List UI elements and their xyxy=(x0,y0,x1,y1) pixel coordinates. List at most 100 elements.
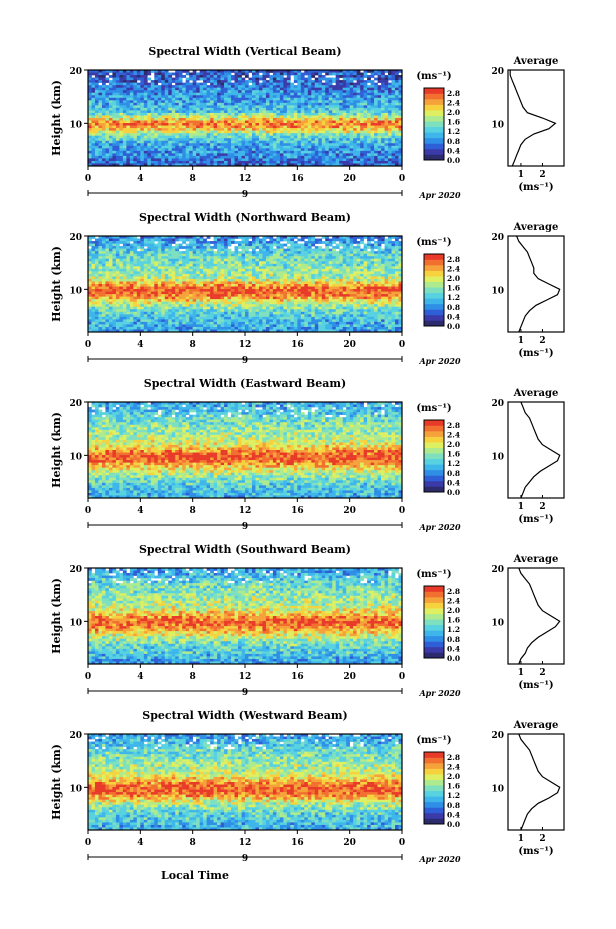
heatmap-cell xyxy=(231,100,235,104)
heatmap-cell xyxy=(108,158,113,162)
heatmap-cell xyxy=(122,148,127,152)
heatmap-cell xyxy=(325,77,330,81)
heatmap-cell xyxy=(224,236,228,239)
heatmap-cell xyxy=(245,158,249,162)
heatmap-cell xyxy=(227,143,232,147)
heatmap-cell xyxy=(101,160,106,164)
heatmap-cell xyxy=(335,112,340,116)
heatmap-cell xyxy=(384,251,389,254)
heatmap-cell xyxy=(224,241,228,244)
heatmap-cell xyxy=(203,281,207,285)
heatmap-cell xyxy=(286,155,291,159)
heatmap-cell xyxy=(353,87,357,91)
heatmap-cell xyxy=(88,133,92,136)
heatmap-cell xyxy=(286,133,291,136)
heatmap-cell xyxy=(217,145,221,149)
heatmap-cell xyxy=(251,243,256,247)
heatmap-cell xyxy=(91,243,96,247)
heatmap-cell xyxy=(199,120,204,124)
heatmap-cell xyxy=(105,102,110,106)
heatmap-cell xyxy=(105,271,110,275)
heatmap-cell xyxy=(395,77,399,81)
heatmap-cell xyxy=(91,110,96,114)
heatmap-cell xyxy=(101,153,106,157)
heatmap-cell xyxy=(377,138,382,142)
heatmap-cell xyxy=(384,273,389,277)
heatmap-cell xyxy=(98,100,103,104)
heatmap-cell xyxy=(178,148,183,152)
heatmap-cell xyxy=(182,115,186,119)
heatmap-cell xyxy=(119,92,124,96)
heatmap-cell xyxy=(238,140,242,144)
heatmap-cell xyxy=(203,95,207,99)
heatmap-cell xyxy=(245,75,249,78)
heatmap-cell xyxy=(189,266,193,270)
heatmap-cell xyxy=(175,273,180,277)
heatmap-cell xyxy=(300,236,305,239)
heatmap-cell xyxy=(154,148,159,152)
heatmap-cell xyxy=(391,123,396,126)
heatmap-cell xyxy=(321,261,326,265)
heatmap-cell xyxy=(185,102,190,106)
heatmap-cell xyxy=(161,125,166,129)
heatmap-cell xyxy=(314,241,319,244)
heatmap-cell xyxy=(241,90,246,94)
heatmap-cell xyxy=(150,261,155,265)
heatmap-cell xyxy=(227,258,232,262)
heatmap-cell xyxy=(133,273,138,277)
heatmap-cell xyxy=(115,70,120,73)
heatmap-cell xyxy=(293,278,298,282)
heatmap-cell xyxy=(391,80,396,83)
heatmap-cell xyxy=(227,85,232,88)
heatmap-cell xyxy=(328,110,333,114)
heatmap-cell xyxy=(140,268,145,272)
heatmap-cell xyxy=(157,128,162,131)
heatmap-cell xyxy=(384,163,389,167)
heatmap-cell xyxy=(220,258,225,262)
heatmap-cell xyxy=(217,158,221,162)
heatmap-cell xyxy=(119,87,124,91)
heatmap-cell xyxy=(360,97,364,101)
heatmap-cell xyxy=(245,100,249,104)
heatmap-cell xyxy=(217,130,221,134)
heatmap-cell xyxy=(349,128,354,131)
heatmap-cell xyxy=(192,263,197,267)
heatmap-cell xyxy=(189,133,193,136)
heatmap-cell xyxy=(175,150,180,154)
heatmap-cell xyxy=(335,80,340,83)
heatmap-cell xyxy=(335,125,340,129)
x-tick-label: 0 xyxy=(85,174,91,184)
heatmap-cell xyxy=(94,82,99,86)
heatmap-cell xyxy=(129,120,134,124)
heatmap-cell xyxy=(307,112,312,116)
heatmap-cell xyxy=(178,273,183,277)
heatmap-cell xyxy=(346,82,350,86)
heatmap-cell xyxy=(311,115,316,119)
heatmap-cell xyxy=(241,85,246,88)
heatmap-cell xyxy=(370,135,375,139)
heatmap-cell xyxy=(377,163,382,167)
heatmap-cell xyxy=(325,92,330,96)
heatmap-cell xyxy=(126,95,131,99)
heatmap-cell xyxy=(126,72,131,76)
heatmap-cell xyxy=(269,95,274,99)
heatmap-cell xyxy=(213,97,218,101)
heatmap-cell xyxy=(115,97,120,101)
heatmap-cell xyxy=(129,276,134,280)
heatmap-cell xyxy=(342,243,347,247)
heatmap-cell xyxy=(168,271,173,275)
heatmap-cell xyxy=(293,155,298,159)
heatmap-cell xyxy=(147,72,152,76)
heatmap-cell xyxy=(391,92,396,96)
heatmap-cell xyxy=(307,268,312,272)
heatmap-cell xyxy=(136,120,141,124)
heatmap-cell xyxy=(300,128,305,131)
heatmap-cell xyxy=(286,128,291,131)
heatmap-cell xyxy=(224,80,228,83)
heatmap-cell xyxy=(112,102,117,106)
heatmap-cell xyxy=(238,271,242,275)
heatmap-cell xyxy=(325,110,330,114)
heatmap-cell xyxy=(388,148,392,152)
heatmap-cell xyxy=(297,110,302,114)
heatmap-cell xyxy=(342,102,347,106)
